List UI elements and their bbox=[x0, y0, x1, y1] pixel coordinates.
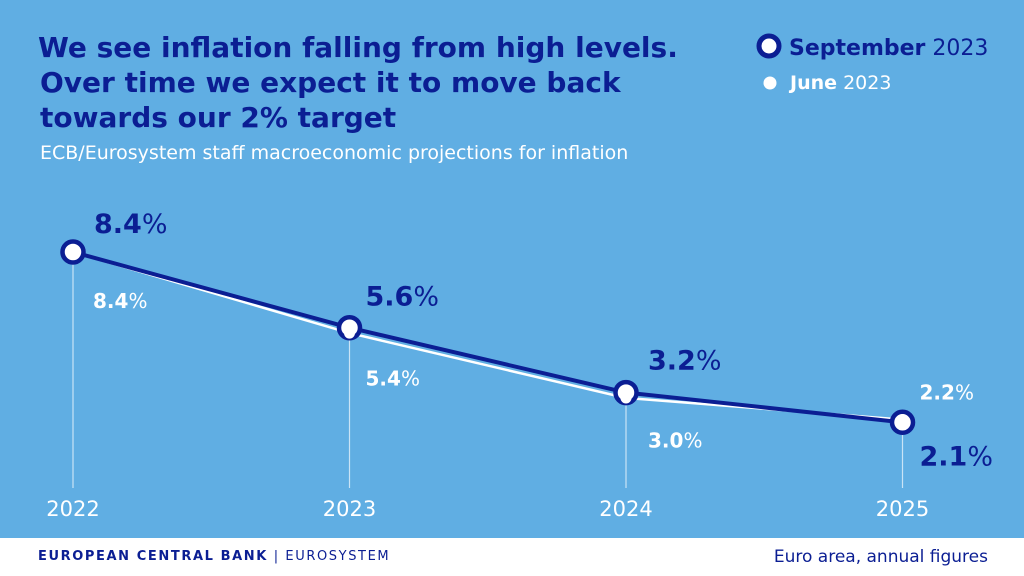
line-chart: 8.4% 8.4% 5.6% 5.4% 3.2% 3.0% 2.1% 2.2% 2022 2023… bbox=[46, 209, 994, 521]
bank-separator: | bbox=[273, 549, 280, 564]
chart-title-line-2: Over time we expect it to move back bbox=[40, 66, 621, 99]
legend-june-marker-icon bbox=[763, 76, 777, 90]
x-tick-label-2024: 2024 bbox=[599, 497, 652, 521]
series-line-june bbox=[72, 250, 903, 421]
data-label-june-2023: 5.4% bbox=[366, 367, 420, 391]
chart-title: We see inflation falling from high level… bbox=[38, 30, 738, 135]
legend-item-september: September 2023 bbox=[755, 32, 988, 61]
data-label-september-2025: 2.1% bbox=[920, 441, 994, 472]
x-tick-label-2023: 2023 bbox=[323, 497, 376, 521]
legend-september-month: September bbox=[789, 36, 926, 61]
x-tick-label-2022: 2022 bbox=[46, 497, 99, 521]
chart-title-line-3: towards our 2% target bbox=[40, 101, 397, 134]
data-label-june-2024: 3.0% bbox=[648, 429, 702, 453]
series-line-september bbox=[72, 250, 903, 425]
bank-name: EUROPEAN CENTRAL BANK bbox=[38, 549, 268, 564]
point-june-2023 bbox=[344, 327, 355, 339]
chart-title-line-1: We see inflation falling from high level… bbox=[38, 31, 678, 64]
x-tick-label-2025: 2025 bbox=[876, 497, 929, 521]
chart-subtitle: ECB/Eurosystem staff macroeconomic proje… bbox=[40, 142, 629, 164]
footer: EUROPEAN CENTRAL BANK | EUROSYSTEM Euro … bbox=[0, 538, 1024, 576]
point-june-2025 bbox=[897, 414, 908, 426]
eurosystem-label: EUROSYSTEM bbox=[285, 549, 391, 564]
legend-june-year: 2023 bbox=[843, 72, 892, 94]
chart-panel: We see inflation falling from high level… bbox=[0, 0, 1024, 538]
point-june-2022 bbox=[67, 246, 79, 258]
data-label-september-2023: 5.6% bbox=[366, 282, 440, 313]
legend-june-month: June bbox=[790, 72, 838, 94]
legend-item-june: June 2023 bbox=[762, 72, 891, 94]
footer-note: Euro area, annual figures bbox=[773, 547, 988, 567]
data-label-september-2022: 8.4% bbox=[94, 209, 168, 240]
legend-september-marker-icon bbox=[756, 33, 782, 59]
point-june-2024 bbox=[620, 392, 632, 404]
legend-september-year: 2023 bbox=[932, 36, 989, 61]
data-label-june-2022: 8.4% bbox=[93, 289, 147, 313]
data-label-september-2024: 3.2% bbox=[648, 346, 722, 377]
bank-logo-text: EUROPEAN CENTRAL BANK | EUROSYSTEM bbox=[38, 549, 390, 564]
data-label-june-2025: 2.2% bbox=[920, 380, 974, 404]
